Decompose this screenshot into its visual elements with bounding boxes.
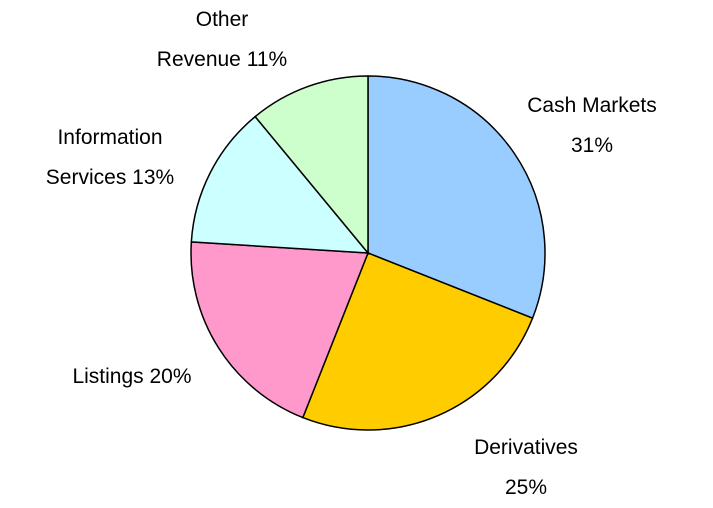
- slice-label: Derivatives 25%: [456, 428, 596, 508]
- value-label: 11%: [246, 48, 288, 71]
- category-label: Listings: [72, 365, 144, 388]
- pie-slice: [367, 75, 546, 320]
- slice-label: Other Revenue 11%: [154, 0, 290, 80]
- value-label: 13%: [132, 166, 175, 189]
- pie-slice: [301, 252, 534, 431]
- value-label: 20%: [149, 365, 192, 388]
- category-label: Information Services: [45, 126, 163, 189]
- slice-label: Cash Markets 31%: [522, 86, 662, 166]
- slice-label: Information Services 13%: [40, 118, 180, 198]
- slice-label: Listings 20%: [47, 357, 217, 397]
- pie-slice: [190, 115, 370, 254]
- pie-slice: [254, 75, 369, 256]
- category-label: Cash Markets: [527, 94, 657, 117]
- category-label: Derivatives: [474, 436, 578, 459]
- category-label: Other Revenue: [156, 8, 249, 71]
- value-label: 25%: [504, 476, 548, 499]
- value-label: 31%: [570, 134, 614, 157]
- pie-slice: [190, 241, 370, 419]
